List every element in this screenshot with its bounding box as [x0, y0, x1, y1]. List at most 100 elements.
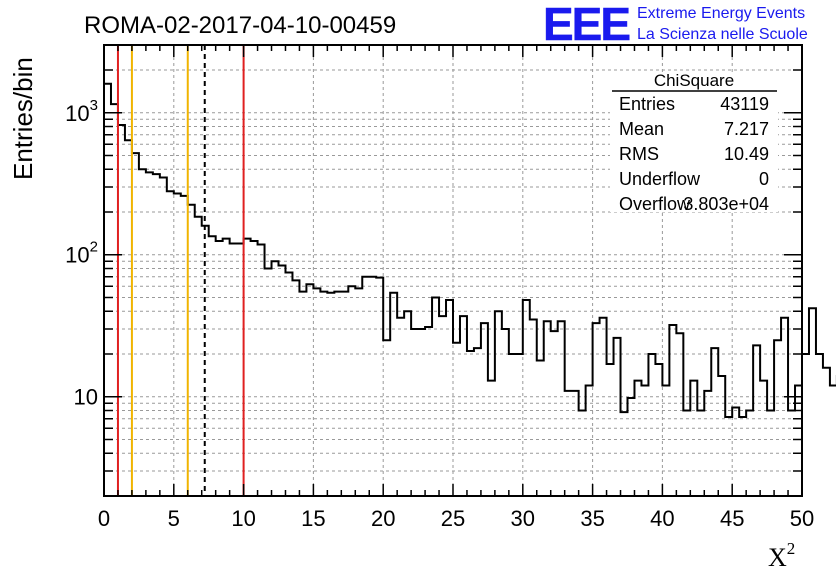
histogram-bin	[530, 319, 537, 496]
eee-logo: EEE Extreme Energy Events La Scienza nel…	[543, 0, 808, 50]
histogram-bin	[495, 311, 502, 496]
stats-row-label: Overflow	[619, 194, 691, 214]
x-tick-label: 50	[790, 506, 814, 531]
histogram-bin	[718, 376, 725, 496]
histogram-bin	[279, 266, 286, 496]
histogram-bin	[746, 411, 753, 496]
histogram-bin	[418, 329, 425, 496]
histogram-bin	[160, 177, 167, 496]
histogram-bin	[774, 340, 781, 496]
y-tick-label: 102	[65, 239, 98, 268]
histogram-bin	[132, 153, 139, 496]
histogram-bin	[167, 191, 174, 496]
histogram-bin	[216, 241, 223, 496]
histogram-bin	[621, 412, 628, 496]
stats-box-title: ChiSquare	[654, 71, 734, 90]
x-tick-label: 10	[231, 506, 255, 531]
histogram-bin	[237, 244, 244, 496]
stats-box: ChiSquare Entries 43119 Mean 7.217 RMS 10.49 U…	[610, 71, 778, 214]
stats-row-value: 10.49	[724, 144, 769, 164]
histogram-bin	[781, 318, 788, 496]
x-tick-label: 20	[371, 506, 395, 531]
histogram-bin	[662, 386, 669, 496]
histogram-bin	[334, 292, 341, 496]
histogram-bin	[823, 368, 830, 496]
histogram-series	[103, 82, 836, 496]
histogram-bin	[390, 293, 397, 496]
stats-row-value: 7.217	[724, 119, 769, 139]
x-axis-label: X2	[768, 539, 795, 572]
histogram-bin	[174, 193, 181, 496]
grid-lines	[104, 45, 802, 496]
histogram-bin	[153, 174, 160, 496]
histogram-bin	[251, 241, 258, 496]
histogram-bin	[104, 84, 111, 496]
histogram-bin	[306, 284, 313, 496]
histogram-bin	[600, 318, 607, 496]
histogram-bin	[565, 391, 572, 496]
histogram-bin	[753, 345, 760, 496]
histogram-bin	[607, 364, 614, 496]
histogram-bin	[258, 245, 265, 496]
eee-logo-mark: EEE	[543, 0, 629, 50]
histogram-bin	[481, 323, 488, 496]
histogram-bin	[628, 398, 635, 496]
histogram-bin	[690, 381, 697, 496]
histogram-bin	[446, 300, 453, 496]
stats-row-label: Entries	[619, 94, 675, 114]
histogram-bin	[509, 354, 516, 496]
histogram-bin	[488, 381, 495, 496]
histogram-bin	[711, 348, 718, 496]
x-tick-label: 5	[168, 506, 180, 531]
histogram-bin	[404, 311, 411, 496]
histogram-bin	[516, 354, 523, 496]
histogram-bin	[641, 386, 648, 496]
histogram-bin	[292, 280, 299, 496]
x-tick-label: 0	[98, 506, 110, 531]
y-tick-label: 10	[74, 385, 98, 410]
reference-lines	[116, 45, 245, 496]
histogram-bin	[739, 417, 746, 496]
histogram-bin	[188, 205, 195, 496]
histogram-bin	[453, 343, 460, 496]
histogram-bin	[725, 417, 732, 496]
histogram-bin	[313, 288, 320, 496]
stats-box-background	[610, 72, 778, 212]
eee-logo-line1: Extreme Energy Events	[637, 5, 805, 22]
histogram-bin	[830, 386, 836, 496]
histogram-bin	[181, 196, 188, 496]
histogram-bin	[369, 277, 376, 496]
histogram-bin	[760, 381, 767, 496]
stats-row-label: Mean	[619, 119, 664, 139]
histogram-bin	[648, 354, 655, 496]
histogram-bin	[285, 272, 292, 496]
histogram-bin	[502, 329, 509, 496]
histogram-bin	[795, 386, 802, 496]
histogram-bin	[551, 331, 558, 496]
histogram-bin	[593, 323, 600, 496]
eee-logo-line2: La Scienza nelle Scuole	[637, 26, 808, 43]
histogram-bin	[411, 329, 418, 496]
histogram-bin	[586, 386, 593, 496]
histogram-bin	[439, 316, 446, 496]
histogram-bin	[704, 391, 711, 496]
histogram-bin	[460, 316, 467, 496]
histogram-bin	[432, 297, 439, 496]
x-tick-label: 40	[650, 506, 674, 531]
histogram-bin	[767, 411, 774, 496]
histogram-bin	[732, 407, 739, 496]
histogram-bin	[634, 381, 641, 496]
histogram-bin	[544, 321, 551, 496]
x-tick-label: 35	[580, 506, 604, 531]
histogram-bin	[348, 286, 355, 496]
stats-row-label: Underflow	[619, 169, 701, 189]
histogram-bin	[802, 354, 809, 496]
histogram-bin	[327, 293, 334, 496]
stats-row-value: 3.803e+04	[683, 194, 769, 214]
histogram-bin	[655, 364, 662, 496]
x-tick-label: 30	[511, 506, 535, 531]
stats-row-value: 0	[759, 169, 769, 189]
y-axis-ticks: 10 102 103	[65, 44, 802, 497]
histogram-bin	[118, 125, 125, 496]
histogram-bin	[139, 169, 146, 496]
